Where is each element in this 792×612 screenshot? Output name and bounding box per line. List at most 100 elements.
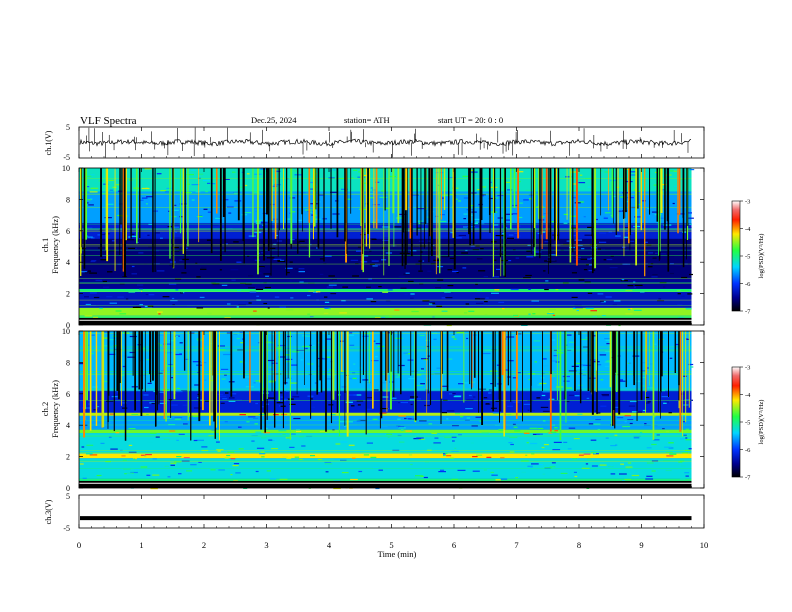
ch1-spectrogram-speckle <box>615 235 621 237</box>
ch2-spectrogram-speckle <box>305 347 308 350</box>
ch2-spectrogram-speckle <box>566 334 572 336</box>
ch2-spectrogram-speckle <box>93 409 98 411</box>
ch2-spectrogram-speckle <box>631 411 638 413</box>
ch1-spectrogram-speckle <box>347 198 352 200</box>
ch1-spectrogram-speckle <box>418 260 423 262</box>
ch2-spectrogram-speckle <box>293 417 301 420</box>
ch2-spectrogram-speckle <box>420 475 424 477</box>
ch2-spectrogram-speckle <box>408 454 413 456</box>
ch1-spectrogram-speckle <box>255 210 258 212</box>
ch2-spectrogram-speckle <box>317 365 320 367</box>
ch2-spectrogram-speckle <box>410 463 413 466</box>
ch1-spectrogram-speckle <box>618 324 621 327</box>
ch2-spectrogram-speckle <box>651 443 657 446</box>
ch2-spectrogram-speckle <box>217 345 225 347</box>
ch2-spectrogram-speckle <box>380 408 388 410</box>
ch2-spectrogram-speckle <box>537 384 542 386</box>
ch1-spectrogram-speckle <box>332 213 340 215</box>
ch2-spectrogram-speckle <box>590 439 597 441</box>
ch1-spectrogram-speckle <box>248 245 253 248</box>
ch1-spectrogram-speckle <box>463 226 468 228</box>
ch1-colorbar-tick-label: -5 <box>745 254 750 261</box>
ch1-spectrogram-speckle <box>207 312 212 314</box>
ch2-spectrogram-speckle <box>343 425 348 427</box>
ch1-spectrogram-speckle <box>378 286 382 288</box>
ch2-spectrogram-speckle <box>326 356 333 358</box>
ch2-spectrogram-speckle <box>295 429 301 431</box>
ch2-spectrogram-speckle <box>152 458 157 460</box>
ch2-spectrogram-speckle <box>219 395 227 397</box>
ch2-spectrogram-speckle <box>446 455 452 457</box>
ch1-spectrogram-speckle <box>186 247 189 249</box>
ch2-spectrogram-speckle <box>210 469 216 471</box>
ch1-spectrogram-speckle <box>493 224 499 226</box>
ch1-spectrogram-speckle <box>330 279 333 281</box>
ch2-spectrogram-speckle <box>359 454 367 456</box>
ch2-spectrogram-speckle <box>176 387 180 389</box>
ch2-spectrogram-speckle <box>146 359 150 361</box>
ch1-spectrogram-speckle <box>298 271 305 273</box>
ch1-spectrogram-speckle <box>195 191 201 193</box>
ch2-spectrogram-speckle <box>682 421 686 423</box>
ch2-spectrogram-speckle <box>605 351 611 353</box>
ch1-spectrogram-speckle <box>634 168 641 170</box>
ch1-spectrogram-speckle <box>680 295 685 297</box>
ch2-spectrogram-speckle <box>317 459 323 461</box>
ch2-spectrogram-speckle <box>122 365 126 368</box>
ch2-spectrogram-speckle <box>415 475 423 477</box>
ch1-spectrogram-speckle <box>458 316 462 318</box>
ch1-spectrogram-speckle <box>566 240 570 242</box>
ch2-spectrogram-speckle <box>241 420 248 422</box>
ch1-spectrogram-speckle <box>273 184 281 186</box>
ch1-spectrogram-speckle <box>90 174 95 176</box>
ch1-spectrogram-speckle <box>449 257 455 259</box>
ch1-spectrogram-speckle <box>255 288 264 290</box>
ch1-spectrogram-speckle <box>435 287 441 289</box>
ch1-spectrogram-speckle <box>467 226 476 228</box>
ch2-spectrogram-speckle <box>271 448 278 450</box>
ch1-spectrogram-speckle <box>629 171 636 173</box>
ch1-spectrogram-speckle <box>427 270 432 272</box>
ch2-spectrogram-speckle <box>170 462 177 464</box>
ch2-spectrogram-speckle <box>683 434 687 436</box>
ch1-spectrogram-speckle <box>298 268 305 270</box>
ch2-spectrogram-speckle <box>642 362 646 364</box>
ch2-spectrogram-speckle <box>390 397 397 399</box>
ch1-colorbar-tick-label: -3 <box>745 199 750 206</box>
ch1-spectrogram-speckle <box>115 310 122 312</box>
ch1-spectrogram-speckle <box>169 264 173 266</box>
ch1-spectrogram-speckle <box>535 253 538 255</box>
ch2-spectrogram-speckle <box>102 369 110 371</box>
ch2-spectrogram-speckle <box>110 439 116 441</box>
ch2-spectrogram-speckle <box>400 429 404 431</box>
ch1-spectrogram-speckle <box>613 300 621 302</box>
ch2-spectrogram-speckle <box>614 331 621 333</box>
ch1-spectrogram-speckle <box>510 288 519 291</box>
ch2-spectrogram-speckle <box>196 439 204 441</box>
ch2-spectrogram-speckle <box>457 469 466 471</box>
ch1-spectrogram-speckle <box>435 215 439 217</box>
ch1-colorbar-label: log(PSD)(V²/Hz) <box>758 234 765 279</box>
ch1-spectrogram-speckle <box>439 214 445 216</box>
ch2-spectrogram-speckle <box>134 469 140 471</box>
ch2-spectrogram-speckle <box>597 429 601 431</box>
ch2-spectrogram-speckle <box>280 396 284 398</box>
ch1-spectrogram-speckle <box>299 240 305 242</box>
ch1-spectrogram-speckle <box>560 177 567 179</box>
ch2-spectrogram-speckle <box>272 333 276 336</box>
ch1-spectrogram-speckle <box>506 237 514 239</box>
ch1-spectrogram-speckle <box>132 306 140 308</box>
ch2-spectrogram-speckle <box>438 471 446 473</box>
ch2-spectrogram-speckle <box>188 415 192 417</box>
ch2-spectrogram-speckle <box>198 347 202 350</box>
ch2-spectrogram-speckle <box>637 411 643 413</box>
ch1-spectrogram-speckle <box>290 297 294 299</box>
ch1-spectrogram-speckle <box>605 258 613 261</box>
ch2-spectrogram-speckle <box>485 403 490 405</box>
ch2-spectrogram-speckle <box>239 414 246 416</box>
ch2-spectrogram-speckle <box>679 478 686 480</box>
ch2-spectrogram-speckle <box>126 472 133 474</box>
ch2-spectrogram-speckle <box>542 391 550 393</box>
ch2-spectrogram-speckle <box>332 429 335 431</box>
ch2-spectrogram-speckle <box>680 438 685 440</box>
